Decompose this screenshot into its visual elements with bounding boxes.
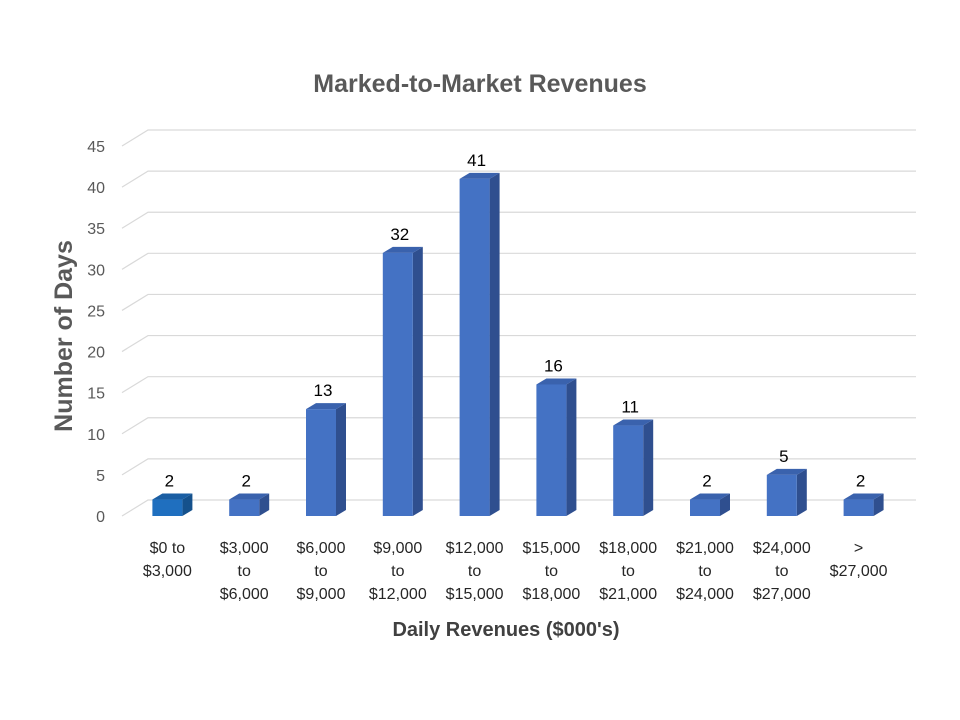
gridline: [121, 417, 916, 435]
bars: [152, 172, 884, 516]
bar: [690, 493, 730, 516]
x-tick-label: $15,000 to $18,000: [522, 540, 580, 603]
x-tick-label: $9,000 to $12,000: [369, 540, 427, 603]
data-label: 16: [544, 356, 563, 375]
gridline: [121, 252, 916, 270]
y-tick-label: 40: [87, 180, 105, 197]
bar: [152, 493, 193, 516]
y-tick-label: 15: [87, 386, 105, 403]
bar: [766, 468, 807, 516]
x-tick-label: $3,000 to $6,000: [220, 540, 269, 603]
x-tick-label: $6,000 to $9,000: [297, 540, 346, 603]
x-tick-label: $18,000 to $21,000: [599, 540, 657, 603]
gridline: [121, 334, 916, 353]
bar: [613, 419, 654, 516]
x-axis-title: Daily Revenues ($000's): [392, 619, 619, 641]
y-axis-title: Number of Days: [50, 240, 78, 432]
y-tick-label: 35: [87, 221, 105, 238]
data-label: 32: [390, 225, 409, 244]
x-tick-label: $21,000 to $24,000: [676, 540, 734, 603]
bar: [229, 493, 270, 516]
gridline: [121, 129, 916, 147]
bar: [459, 172, 500, 516]
bar: [843, 493, 884, 516]
x-tick-label: $24,000 to $27,000: [753, 540, 811, 603]
data-label: 41: [467, 151, 486, 170]
data-labels: 2 2 13 32 41 16 11 2 5 2: [165, 151, 866, 491]
x-tick-label: $0 to $3,000: [143, 540, 192, 580]
y-axis-ticks: 0 5 10 15 20 25 30 35 40 45: [87, 139, 105, 526]
y-tick-label: 30: [87, 262, 105, 279]
bar: [306, 403, 346, 516]
gridline: [121, 170, 916, 188]
gridlines: [121, 129, 916, 517]
y-tick-label: 5: [96, 468, 105, 485]
y-tick-label: 0: [96, 509, 105, 526]
gridline: [121, 458, 916, 476]
y-tick-label: 20: [87, 345, 105, 362]
bar: [382, 246, 423, 516]
gridline: [121, 293, 916, 311]
data-label: 11: [621, 398, 639, 417]
data-label: 2: [856, 472, 865, 491]
x-axis-ticks: $0 to $3,000 $3,000 to $6,000 $6,000 to $9,000 $…: [143, 540, 888, 603]
x-tick-label: > $27,000: [830, 540, 888, 580]
data-label: 2: [165, 472, 174, 491]
chart-title: Marked-to-Market Revenues: [313, 70, 646, 98]
data-label: 5: [779, 447, 788, 466]
y-tick-label: 45: [87, 139, 105, 156]
data-label: 2: [702, 472, 711, 491]
gridline: [121, 499, 916, 517]
bar: [536, 378, 577, 516]
gridline: [121, 211, 916, 229]
y-tick-label: 10: [87, 427, 105, 444]
data-label: 2: [241, 472, 250, 491]
x-tick-label: $12,000 to $15,000: [446, 540, 504, 603]
gridline: [121, 376, 916, 394]
data-label: 13: [314, 381, 333, 400]
y-tick-label: 25: [87, 303, 105, 320]
